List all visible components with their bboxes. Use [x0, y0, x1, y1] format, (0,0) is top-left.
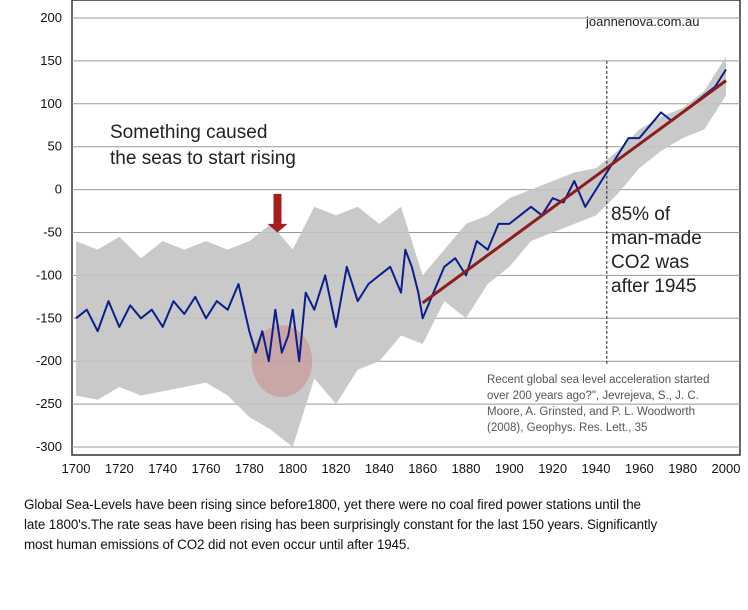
y-tick-label: 200 [40, 10, 62, 25]
y-tick-label: -200 [36, 353, 62, 368]
trend-line-group [421, 79, 727, 305]
x-tick-label: 1900 [495, 461, 524, 476]
arrow-shaft [273, 193, 282, 224]
citation-line: (2008), Geophys. Res. Lett., 35 [487, 422, 648, 434]
x-tick-label: 1840 [365, 461, 394, 476]
citation: Recent global sea level acceleration sta… [487, 372, 727, 436]
x-tick-label: 1700 [62, 461, 91, 476]
annotation-right-line: after 1945 [611, 276, 697, 297]
y-tick-label: 0 [55, 182, 62, 197]
source-label: joannenova.com.au [586, 14, 700, 29]
annotation-right-line: CO2 was [611, 252, 690, 273]
sea-level-chart: 1700 1720 1740 1760 1780 1800 1820 1840 1860 1880… [36, 0, 741, 476]
caption-line: most human emissions of CO2 did not even… [24, 537, 410, 552]
x-tick-label: 1960 [625, 461, 654, 476]
y-tick-label: -300 [36, 439, 62, 454]
x-tick-label: 1720 [105, 461, 134, 476]
annotation-top-line: the seas to start rising [110, 148, 296, 169]
x-tick-labels: 1700 1720 1740 1760 1780 1800 1820 1840 1860 1880… [62, 461, 741, 476]
x-tick-label: 1860 [408, 461, 437, 476]
x-tick-label: 1780 [235, 461, 264, 476]
plot-border [71, 0, 741, 456]
y-tick-label: -50 [43, 225, 62, 240]
annotation-right: 85% of man-made CO2 was after 1945 [611, 203, 702, 299]
annotation-top-line: Something caused [110, 122, 268, 143]
y-tick-label: -100 [36, 267, 62, 282]
uncertainty-band [76, 56, 726, 448]
y-tick-label: 100 [40, 96, 62, 111]
y-tick-label: 50 [48, 139, 62, 154]
x-tick-label: 1820 [322, 461, 351, 476]
x-tick-label: 1920 [538, 461, 567, 476]
citation-line: Recent global sea level acceleration sta… [487, 374, 710, 386]
y-tick-labels: 200 150 100 50 0 -50 -100 -150 -200 -250 -300 [36, 10, 62, 454]
annotation-right-line: 85% of [611, 204, 671, 225]
x-tick-label: 2000 [712, 461, 741, 476]
citation-line: Moore, A. Grinsted, and P. L. Woodworth [487, 406, 695, 418]
annotation-top: Something caused the seas to start risin… [110, 120, 296, 172]
y-tick-label: -150 [36, 310, 62, 325]
trend-line [421, 79, 727, 305]
y-tick-label: -250 [36, 396, 62, 411]
caption-line: late 1800's.The rate seas have been risi… [24, 517, 658, 532]
x-tick-label: 1940 [582, 461, 611, 476]
x-tick-label: 1800 [278, 461, 307, 476]
x-tick-label: 1880 [452, 461, 481, 476]
band-area [76, 56, 726, 448]
arrow-head [267, 223, 288, 233]
caption-line: Global Sea-Levels have been rising since… [24, 497, 641, 512]
annotation-right-line: man-made [611, 228, 702, 249]
x-tick-label: 1740 [148, 461, 177, 476]
arrow-group [267, 193, 288, 233]
x-tick-label: 1760 [192, 461, 221, 476]
citation-line: over 200 years ago?", Jevrejeva, S., J. … [487, 390, 699, 402]
x-tick-label: 1980 [668, 461, 697, 476]
figure-caption: Global Sea-Levels have been rising since… [24, 495, 746, 555]
y-tick-label: 150 [40, 53, 62, 68]
